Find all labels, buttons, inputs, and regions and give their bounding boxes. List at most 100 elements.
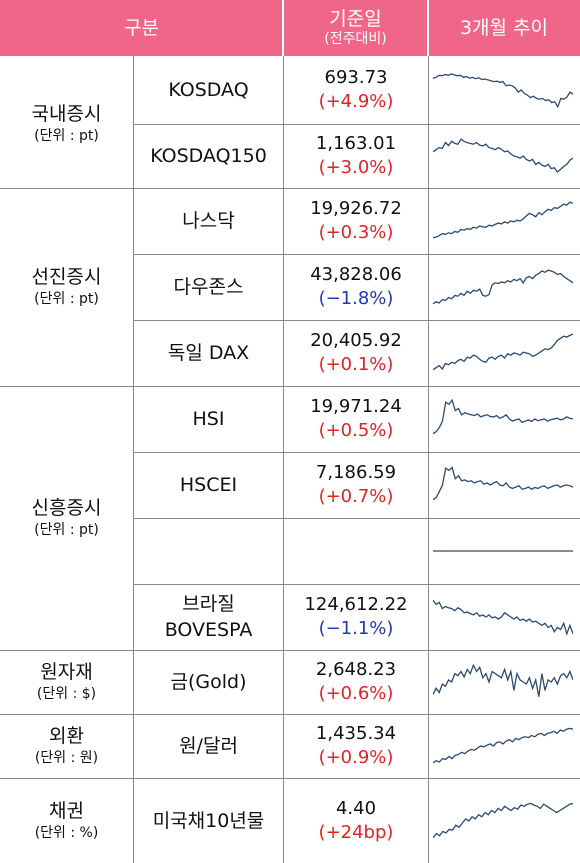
row-nasdaq-trend-sparkline — [433, 201, 573, 239]
row-ust10y-trend-sparkline — [433, 802, 573, 838]
row-hsi-name-cell: HSI — [134, 386, 283, 452]
group-name: 국내증시 — [31, 103, 102, 125]
row-bovespa-name-cell: 브라질 BOVESPA — [134, 584, 283, 650]
trend-line — [433, 663, 573, 697]
row-dowjones-value-cell: 43,828.06 (−1.8%) — [284, 254, 428, 320]
group-developed: 선진증시 (단위 : pt) — [0, 189, 133, 385]
row-hscei-value-cell: 7,186.59 (+0.7%) — [284, 452, 428, 518]
group-name: 채권 — [49, 800, 84, 822]
row-value: 20,405.92 — [310, 330, 402, 351]
group-unit: (단위 : pt) — [34, 522, 99, 538]
group-name: 선진증시 — [31, 266, 102, 288]
group-unit: (단위 : %) — [34, 825, 99, 841]
row-name: KOSDAQ150 — [150, 145, 267, 167]
row-value: 19,926.72 — [310, 198, 402, 219]
row-value: 7,186.59 — [315, 462, 397, 483]
row-change: (+0.6%) — [318, 683, 394, 704]
row-ust10y-value-cell: 4.40 (+24bp) — [284, 778, 428, 863]
row-name: 나스닥 — [182, 210, 235, 232]
trend-line — [433, 466, 573, 501]
group-emerging: 신흥증시 (단위 : pt) — [0, 387, 133, 649]
row-dax-name-cell: 독일 DAX — [134, 320, 283, 386]
header-trend: 3개월 추이 — [428, 0, 580, 56]
row-ust10y-name-cell: 미국채10년물 — [134, 778, 283, 863]
row-value: 2,648.23 — [315, 659, 397, 680]
row-bovespa-trend-sparkline — [433, 599, 573, 636]
row-change: (+3.0%) — [318, 157, 394, 178]
row-kosdaq150-value-cell: 1,163.01 (+3.0%) — [284, 124, 428, 188]
row-change: (+0.5%) — [318, 420, 394, 441]
row-name: 브라질 — [182, 593, 235, 615]
row-change: (+0.9%) — [318, 747, 394, 768]
row-value: 19,971.24 — [310, 396, 402, 417]
trend-line — [433, 201, 573, 239]
row-dowjones-trend-sparkline — [433, 269, 573, 305]
trend-line — [433, 599, 573, 636]
group-unit: (단위 : $) — [36, 686, 97, 702]
row-usdkrw-value-cell: 1,435.34 (+0.9%) — [284, 714, 428, 778]
group-unit: (단위 : 원) — [34, 750, 99, 766]
row-name: HSI — [192, 408, 225, 430]
trend-line — [433, 333, 573, 371]
row-change: (+0.1%) — [318, 354, 394, 375]
group-name: 외환 — [49, 725, 84, 747]
row-nasdaq-value-cell: 19,926.72 (+0.3%) — [284, 188, 428, 254]
row-kosdaq150-name-cell: KOSDAQ150 — [134, 124, 283, 188]
row-value: 124,612.22 — [304, 594, 408, 615]
row-value: 693.73 — [324, 67, 388, 88]
header-value-sublabel: (전주대비) — [324, 31, 387, 47]
trend-line — [433, 73, 573, 109]
row-gold-value-cell: 2,648.23 (+0.6%) — [284, 650, 428, 714]
row-name: 원/달러 — [179, 735, 238, 757]
row-dowjones-name-cell: 다우존스 — [134, 254, 283, 320]
row-name: 독일 DAX — [167, 342, 250, 364]
row-empty-trend-sparkline — [433, 550, 573, 552]
row-change: (−1.1%) — [318, 618, 394, 639]
row-kosdaq-trend-sparkline — [433, 73, 573, 109]
row-hscei-trend-sparkline — [433, 466, 573, 501]
row-change: (−1.8%) — [318, 288, 394, 309]
row-change: (+4.9%) — [318, 91, 394, 112]
trend-line — [433, 138, 573, 173]
row-name: 다우존스 — [173, 276, 244, 298]
header-category-label: 구분 — [124, 17, 159, 39]
trend-line — [433, 802, 573, 838]
group-commodity: 원자재 (단위 : $) — [0, 651, 133, 713]
row-value: 1,435.34 — [315, 723, 397, 744]
row-kosdaq-value-cell: 693.73 (+4.9%) — [284, 56, 428, 124]
row-name: BOVESPA — [164, 619, 253, 641]
row-change: (+0.7%) — [318, 486, 394, 507]
row-value: 1,163.01 — [315, 133, 397, 154]
row-dax-trend-sparkline — [433, 333, 573, 371]
row-hsi-value-cell: 19,971.24 (+0.5%) — [284, 386, 428, 452]
row-change: (+0.3%) — [318, 222, 394, 243]
row-usdkrw-trend-sparkline — [433, 727, 573, 764]
group-unit: (단위 : pt) — [34, 128, 99, 144]
group-unit: (단위 : pt) — [34, 291, 99, 307]
row-value: 43,828.06 — [310, 264, 402, 285]
group-bond: 채권 (단위 : %) — [0, 779, 133, 863]
header-value-label: 기준일 — [329, 8, 382, 30]
row-kosdaq-name-cell: KOSDAQ — [134, 56, 283, 124]
row-dax-value-cell: 20,405.92 (+0.1%) — [284, 320, 428, 386]
group-name: 신흥증시 — [31, 497, 102, 519]
group-name: 원자재 — [40, 661, 93, 683]
header-trend-label: 3개월 추이 — [459, 17, 549, 39]
trend-line — [433, 269, 573, 305]
row-gold-trend-sparkline — [433, 663, 573, 697]
header-category: 구분 — [0, 0, 283, 56]
row-nasdaq-name-cell: 나스닥 — [134, 188, 283, 254]
row-value: 4.40 — [335, 797, 377, 819]
row-name: 금(Gold) — [170, 671, 247, 693]
group-domestic: 국내증시 (단위 : pt) — [0, 61, 133, 187]
row-name: KOSDAQ — [168, 79, 249, 101]
header-value: 기준일 (전주대비) — [283, 0, 428, 56]
row-bovespa-value-cell: 124,612.22 (−1.1%) — [284, 584, 428, 650]
row-name: HSCEI — [179, 474, 238, 496]
row-gold-name-cell: 금(Gold) — [134, 650, 283, 714]
row-empty-name-cell — [134, 518, 283, 584]
row-change: (+24bp) — [318, 821, 394, 843]
trend-line — [433, 398, 573, 435]
row-kosdaq150-trend-sparkline — [433, 138, 573, 173]
